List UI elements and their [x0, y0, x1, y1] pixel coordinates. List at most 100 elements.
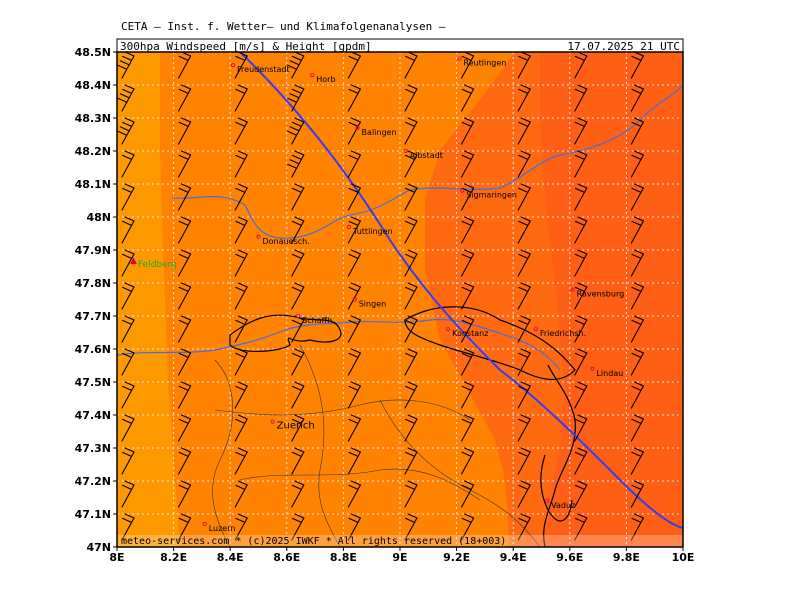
wind-barb — [630, 414, 644, 442]
wind-barb — [461, 117, 475, 145]
x-tick-label: 9.4E — [500, 551, 527, 564]
y-tick-label: 47.5N — [75, 376, 111, 389]
footer-box — [117, 535, 683, 547]
wind-barb — [630, 183, 644, 211]
wind-barb — [461, 84, 475, 112]
wind-barb — [404, 447, 418, 475]
wind-barb — [121, 249, 135, 277]
x-tick-label: 8.2E — [160, 551, 187, 564]
wind-barb — [630, 84, 644, 112]
city: Luzern — [202, 521, 235, 533]
peak-marker: ▲ — [130, 256, 137, 266]
wind-barb — [121, 480, 135, 508]
wind-barb — [404, 480, 418, 508]
wind-barb — [234, 447, 248, 475]
city-marker — [256, 234, 261, 239]
wind-barb — [630, 480, 644, 508]
x-tick-label: 9.8E — [613, 551, 640, 564]
city-label: Schaffh. — [302, 316, 335, 325]
wind-barb — [517, 150, 531, 178]
austria-border — [543, 364, 576, 548]
wind-barb — [574, 150, 588, 178]
city-marker — [545, 498, 550, 503]
wind-barb — [347, 348, 361, 376]
y-tick-label: 48.5N — [75, 46, 111, 59]
wind-barb — [178, 513, 192, 541]
wind-barb — [517, 117, 531, 145]
wind-barb — [178, 282, 192, 310]
wind-barb — [178, 216, 192, 244]
city: Balingen — [355, 125, 397, 137]
wind-barb — [630, 315, 644, 343]
wind-barb — [630, 513, 644, 541]
wind-barb — [630, 216, 644, 244]
city: Albstadt — [403, 148, 443, 160]
wind-barb — [178, 480, 192, 508]
city-marker — [460, 188, 465, 193]
city: Zuerich — [270, 419, 315, 432]
wind-barb — [404, 381, 418, 409]
wind-barb — [517, 381, 531, 409]
wind-barb — [347, 513, 361, 541]
city-label: Horb — [316, 75, 335, 84]
rhine-river — [117, 318, 561, 371]
wind-barb — [574, 348, 588, 376]
valid-datetime: 17.07.2025 21 UTC — [567, 40, 680, 53]
city-marker — [202, 521, 207, 526]
wind-barb — [234, 117, 248, 145]
wind-barb — [291, 381, 305, 409]
y-tick-label: 48.4N — [75, 79, 111, 92]
x-tick-label: 8.8E — [330, 551, 357, 564]
wind-barb — [630, 249, 644, 277]
wind-barb — [404, 513, 418, 541]
wind-barb — [347, 216, 361, 244]
wind-barb — [287, 51, 305, 79]
city: Horb — [310, 73, 336, 84]
city-label: Singen — [359, 300, 386, 309]
wind-barb — [517, 216, 531, 244]
lake-constance — [404, 306, 576, 381]
wind-barb — [121, 447, 135, 475]
wind-barb — [178, 348, 192, 376]
wind-barb — [178, 414, 192, 442]
wind-barb — [461, 381, 475, 409]
wind-barb — [517, 282, 531, 310]
wind-barb — [574, 315, 588, 343]
wind-barb — [404, 282, 418, 310]
wind-barb — [461, 447, 475, 475]
wind-barb — [347, 150, 361, 178]
city-marker — [446, 327, 451, 332]
wind-barb — [461, 150, 475, 178]
wind-barb — [121, 282, 135, 310]
wind-barb — [121, 513, 135, 541]
wind-barb — [574, 183, 588, 211]
wind-barb — [121, 183, 135, 211]
wind-barb — [404, 150, 418, 178]
y-tick-label: 48N — [86, 211, 111, 224]
city: Friedrichsh. — [533, 327, 586, 338]
city-label: Zuerich — [277, 421, 315, 432]
wind-barb — [461, 315, 475, 343]
city-marker — [457, 56, 462, 61]
x-axis-labels: 8E 8.2E 8.4E 8.6E 8.8E 9E 9.2E 9.4E 9.6E 9.8E 10E — [109, 547, 694, 564]
city: Lindau — [590, 366, 623, 378]
city: Schaffh. — [296, 313, 335, 325]
peak-label: Feldberg — [138, 260, 177, 270]
wind-barb — [461, 414, 475, 442]
wind-barb — [404, 84, 418, 112]
wind-barb — [574, 414, 588, 442]
wind-barb — [347, 381, 361, 409]
y-tick-label: 47.9N — [75, 244, 111, 257]
wind-barb — [630, 150, 644, 178]
x-tick-label: 9.6E — [556, 551, 583, 564]
wind-barb — [347, 117, 361, 145]
wind-barb — [234, 513, 248, 541]
wind-barb — [178, 117, 192, 145]
wind-barb — [234, 84, 248, 112]
wind-barb — [287, 84, 305, 112]
y-axis-labels: 48.5N 48.4N 48.3N 48.2N 48.1N 48N 47.9N 47.8N 47… — [75, 46, 117, 554]
y-tick-label: 48.3N — [75, 112, 111, 125]
product-title: 300hpa Windspeed [m/s] & Height [gpdm] — [120, 40, 372, 53]
wind-barb — [234, 414, 248, 442]
city-label: Freudenstadt — [237, 65, 290, 74]
